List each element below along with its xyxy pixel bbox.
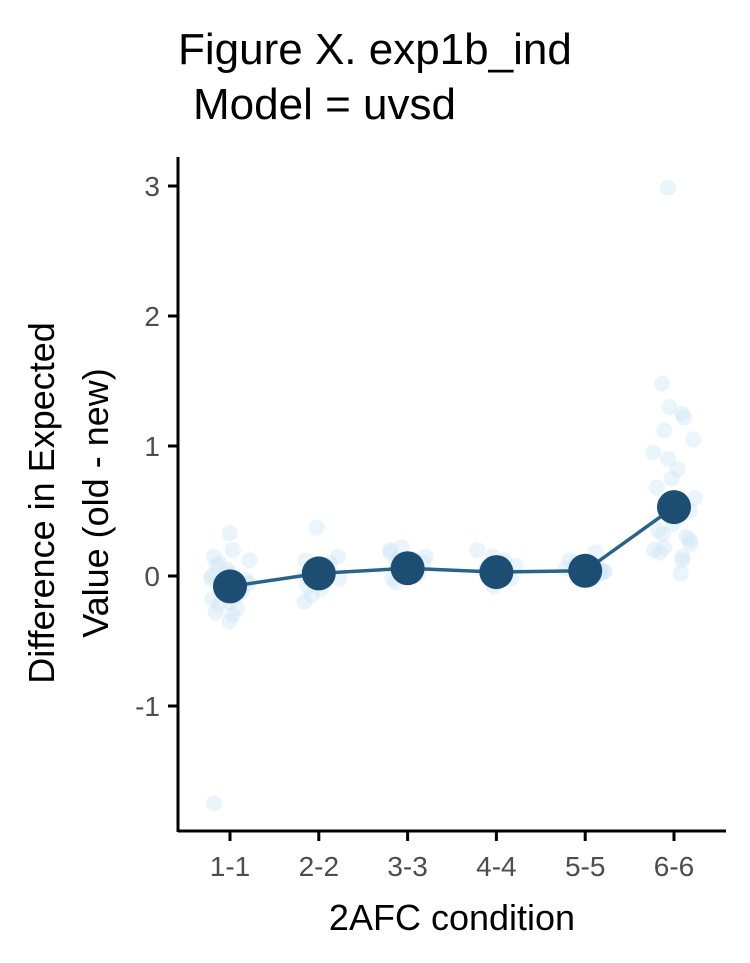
individual-point bbox=[308, 519, 325, 536]
individual-point bbox=[672, 565, 689, 582]
individual-point bbox=[469, 542, 486, 558]
individual-points bbox=[203, 179, 703, 812]
y-tick-label: 1 bbox=[144, 431, 160, 462]
chart-subtitle: Model = uvsd bbox=[193, 80, 456, 129]
individual-point bbox=[660, 179, 676, 196]
individual-point bbox=[205, 548, 222, 565]
individual-point bbox=[660, 451, 677, 467]
individual-point bbox=[648, 479, 665, 496]
individual-point bbox=[650, 522, 667, 539]
x-tick-label: 3-3 bbox=[387, 851, 427, 882]
individual-point bbox=[663, 470, 680, 487]
individual-point bbox=[681, 531, 698, 548]
individual-point bbox=[381, 542, 398, 558]
individual-point bbox=[682, 535, 699, 552]
y-axis-ticks: -1 0 1 2 3 bbox=[135, 171, 178, 722]
individual-point bbox=[224, 542, 241, 558]
y-tick-label: 2 bbox=[144, 301, 160, 332]
x-axis-title: 2AFC condition bbox=[329, 897, 575, 938]
x-axis-ticks: 1-1 2-2 3-3 4-4 5-5 6-6 bbox=[210, 831, 694, 882]
individual-point bbox=[207, 604, 224, 621]
individual-point bbox=[656, 422, 673, 439]
individual-point bbox=[651, 544, 668, 561]
x-tick-label: 5-5 bbox=[565, 851, 605, 882]
individual-point bbox=[229, 600, 246, 617]
x-tick-label: 6-6 bbox=[654, 851, 694, 882]
mean-point-2-2 bbox=[301, 556, 336, 591]
mean-point-4-4 bbox=[479, 555, 514, 590]
individual-point bbox=[654, 526, 671, 543]
individual-point bbox=[296, 594, 313, 610]
individual-point bbox=[208, 557, 225, 574]
individual-point bbox=[669, 461, 686, 478]
individual-point bbox=[673, 405, 690, 422]
individual-point bbox=[661, 399, 678, 415]
individual-point bbox=[676, 409, 692, 426]
individual-point bbox=[685, 431, 702, 448]
individual-point bbox=[221, 613, 238, 630]
individual-point bbox=[674, 552, 691, 569]
individual-point bbox=[686, 490, 703, 506]
individual-point bbox=[329, 548, 346, 565]
mean-point-3-3 bbox=[390, 551, 425, 586]
x-tick-label: 4-4 bbox=[476, 851, 516, 882]
mean-points bbox=[213, 490, 691, 604]
y-axis-title-line1: Difference in Expected bbox=[21, 322, 62, 684]
chart-title: Figure X. exp1b_ind bbox=[178, 25, 572, 74]
mean-point-5-5 bbox=[568, 553, 603, 588]
individual-point bbox=[656, 539, 673, 556]
individual-point bbox=[224, 607, 241, 623]
x-tick-label: 1-1 bbox=[210, 851, 250, 882]
individual-point bbox=[654, 375, 670, 392]
individual-point bbox=[241, 552, 258, 569]
individual-point bbox=[211, 555, 228, 571]
mean-point-6-6 bbox=[657, 490, 691, 525]
mean-point-1-1 bbox=[213, 569, 247, 604]
y-axis-title-line2: Value (old - new) bbox=[75, 368, 116, 637]
individual-point bbox=[678, 529, 695, 545]
y-tick-label: 3 bbox=[144, 171, 160, 202]
individual-point bbox=[221, 525, 238, 542]
individual-point bbox=[206, 795, 223, 812]
y-tick-label: -1 bbox=[135, 691, 160, 722]
x-tick-label: 2-2 bbox=[299, 851, 339, 882]
individual-point bbox=[674, 548, 691, 565]
y-tick-label: 0 bbox=[144, 561, 160, 592]
individual-point bbox=[645, 444, 662, 461]
individual-point bbox=[646, 542, 662, 558]
y-axis-title: Difference in Expected Value (old - new) bbox=[21, 322, 116, 684]
individual-point bbox=[382, 544, 399, 561]
individual-point bbox=[303, 587, 320, 604]
